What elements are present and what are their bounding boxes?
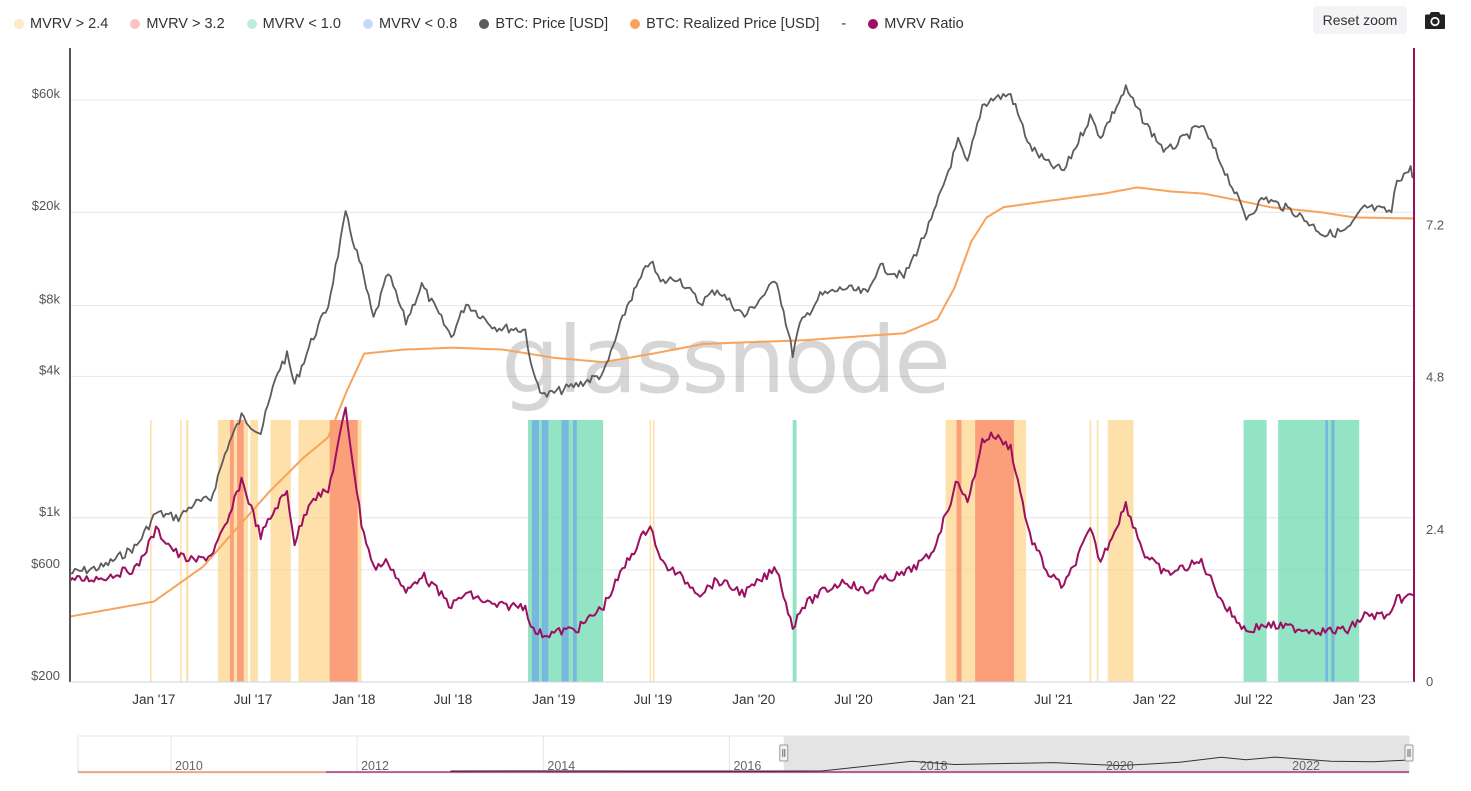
legend-label: BTC: Realized Price [USD] [646,16,820,32]
band-gt24 [149,420,152,682]
x-tick-label: Jul '19 [634,692,673,707]
band-lt08 [561,420,569,682]
x-tick-label: Jul '17 [234,692,273,707]
x-tick-label: Jan '18 [332,692,375,707]
legend-separator: - [841,16,847,32]
navigator-price-line [450,756,1410,772]
x-tick-label: Jan '20 [732,692,775,707]
band-gt24 [1089,420,1092,682]
legend-item-mvrv-gt-2-4[interactable]: MVRV > 2.4 [14,16,108,32]
x-tick-label: Jan '22 [1133,692,1176,707]
legend-item-btc-price[interactable]: BTC: Price [USD] [479,16,608,32]
left-tick-label: $1k [39,504,60,519]
legend-item-mvrv-lt-1-0[interactable]: MVRV < 1.0 [246,16,341,32]
band-gt24 [180,420,182,682]
mvrv-ratio-line [69,406,1415,639]
navigator-tick-label: 2016 [733,759,761,773]
navigator-right-handle[interactable] [1404,744,1414,762]
legend-item-mvrv-ratio[interactable]: MVRV Ratio [868,16,964,32]
btc-price-line [69,84,1415,575]
legend-dot-icon [362,19,373,29]
band-lt08 [572,420,577,682]
band-gt24 [250,420,258,682]
series-lines [69,84,1415,639]
navigator-tick-label: 2018 [920,759,948,773]
right-tick-label: 4.8 [1426,370,1444,385]
legend-dot-icon [479,19,490,29]
band-gt32 [329,420,358,682]
legend-label: MVRV Ratio [884,16,964,32]
right-tick-label: 0 [1426,674,1433,689]
band-gt24 [270,420,291,682]
legend-item-mvrv-lt-0-8[interactable]: MVRV < 0.8 [362,16,458,32]
legend-label: BTC: Price [USD] [495,16,609,32]
x-tick-label: Jan '19 [532,692,575,707]
navigator-left-handle[interactable] [779,744,789,762]
legend-label: MVRV > 2.4 [30,16,109,32]
x-tick-label: Jan '23 [1333,692,1376,707]
right-tick-label: 7.2 [1426,218,1444,233]
band-lt08 [531,420,540,682]
band-gt24 [652,420,655,682]
band-gt32 [237,420,244,682]
band-lt10 [1278,420,1360,682]
band-gt32 [229,420,234,682]
x-tick-label: Jul '22 [1234,692,1273,707]
left-tick-label: $60k [32,86,61,101]
legend-label: MVRV < 1.0 [262,16,341,32]
camera-icon[interactable] [1424,10,1446,30]
band-gt24 [1107,420,1134,682]
legend-dot-icon [14,19,24,29]
left-tick-label: $200 [31,668,60,683]
navigator[interactable]: 2010 2012 2014 2016 2018 2020 2022 [77,735,1414,774]
band-lt10 [1243,420,1267,682]
left-tick-label: $20k [32,198,61,213]
legend-dot-icon [130,19,141,29]
tick-labels: $200 $600 $1k $4k $8k $20k $60k 0 2.4 4.8 7.2 Jan '… [31,86,1444,707]
left-tick-label: $8k [39,292,60,307]
legend-item-realized-price[interactable]: BTC: Realized Price [USD] [630,16,819,32]
left-tick-label: $4k [39,362,60,377]
mvrv-bands [149,420,1360,682]
band-lt10 [792,420,797,682]
band-lt08 [1325,420,1328,682]
navigator-tick-label: 2012 [361,759,389,773]
legend-dot-icon [630,19,641,29]
band-gt24 [186,420,189,682]
navigator-tick-label: 2014 [547,759,575,773]
chart-legend: MVRV > 2.4 MVRV > 3.2 MVRV < 1.0 MVRV < … [14,13,986,35]
band-gt32 [975,420,1015,682]
realized-price-line [69,186,1414,618]
navigator-tick-label: 2010 [175,759,203,773]
x-tick-label: Jul '21 [1034,692,1073,707]
legend-label: MVRV > 3.2 [146,16,225,32]
legend-label: MVRV < 0.8 [378,16,458,32]
x-tick-label: Jan '17 [132,692,175,707]
legend-dot-icon [246,19,257,29]
navigator-selection [783,736,1409,773]
x-tick-label: Jul '20 [834,692,873,707]
reset-zoom-button[interactable]: Reset zoom [1313,6,1407,34]
band-gt32 [956,420,962,682]
band-lt08 [1331,420,1335,682]
axes [69,48,1415,683]
band-lt08 [541,420,549,682]
x-tick-label: Jul '18 [434,692,473,707]
left-tick-label: $600 [31,556,60,571]
navigator-tick-label: 2022 [1292,759,1320,773]
legend-dot-icon [868,19,879,29]
x-tick-label: Jan '21 [933,692,976,707]
watermark-text: glassnode [501,307,949,414]
legend-item-mvrv-gt-3-2[interactable]: MVRV > 3.2 [130,16,225,32]
band-gt24 [649,420,652,682]
right-tick-label: 2.4 [1426,522,1444,537]
